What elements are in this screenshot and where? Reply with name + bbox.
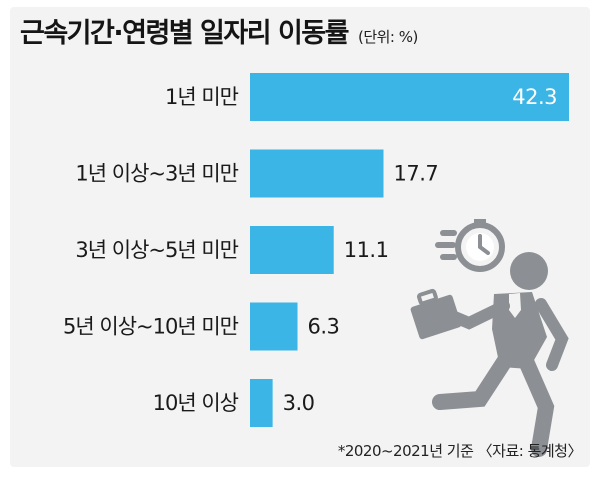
chart-card: 근속기간·연령별 일자리 이동률 (단위: %) 1년 미만 42.3 1년 이상~… — [10, 7, 590, 467]
value-label: 3.0 — [283, 391, 315, 415]
value-label: 17.7 — [393, 162, 438, 186]
bars-layer: 1년 미만 42.3 1년 이상~3년 미만 17.7 3년 이상~5년 미만 11.1 5… — [63, 73, 569, 427]
bar — [250, 73, 569, 121]
bar — [250, 379, 273, 427]
bar — [250, 226, 334, 274]
footnote: *2020~2021년 기준 〈자료: 통계청〉 — [337, 442, 583, 460]
value-label: 11.1 — [344, 238, 389, 262]
value-label: 42.3 — [512, 85, 557, 109]
unit-label: (단위: %) — [357, 28, 418, 46]
category-label: 1년 미만 — [165, 85, 239, 109]
chart-title: 근속기간·연령별 일자리 이동률 — [20, 18, 349, 49]
bar-chart: 1년 미만 42.3 1년 이상~3년 미만 17.7 3년 이상~5년 미만 11.1 5… — [63, 73, 569, 457]
category-label: 10년 이상 — [153, 391, 239, 415]
running-businessman-with-clock-icon — [410, 219, 569, 457]
bar — [250, 302, 298, 351]
category-label: 3년 이상~5년 미만 — [75, 238, 238, 262]
bar — [250, 149, 384, 198]
value-label: 6.3 — [308, 315, 340, 339]
category-label: 1년 이상~3년 미만 — [75, 162, 238, 186]
title-row: 근속기간·연령별 일자리 이동률 (단위: %) — [20, 11, 418, 50]
category-label: 5년 이상~10년 미만 — [63, 315, 239, 339]
